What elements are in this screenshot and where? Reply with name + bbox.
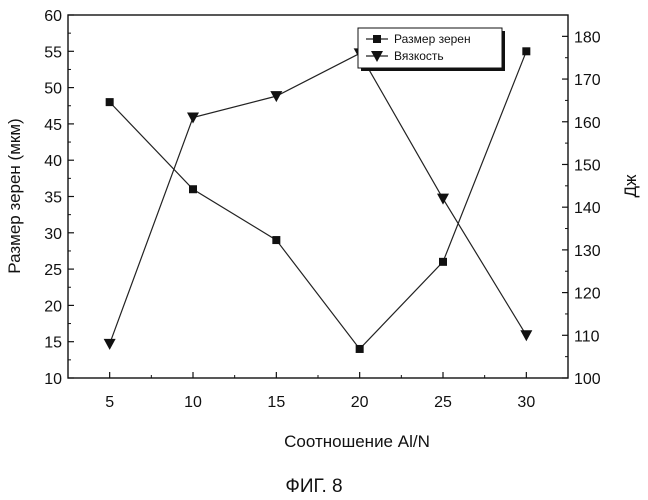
x-tick-labels: 5 10 15 20 25 30 bbox=[105, 394, 535, 411]
right-y-tick-labels: 100 110 120 130 140 150 160 170 180 bbox=[574, 29, 601, 388]
series-2-line bbox=[109, 52, 527, 345]
x-tick-label: 10 bbox=[184, 394, 202, 411]
series-1-point bbox=[522, 47, 531, 56]
series-2-point bbox=[103, 338, 116, 350]
left-y-tick-label: 45 bbox=[44, 117, 62, 134]
legend-label: Вязкость bbox=[394, 49, 444, 63]
series-1-point bbox=[272, 236, 281, 245]
legend-label: Размер зерен bbox=[394, 32, 471, 46]
left-y-tick-label: 25 bbox=[44, 262, 62, 279]
right-y-tick-label: 140 bbox=[574, 200, 601, 217]
right-y-tick-label: 120 bbox=[574, 286, 601, 303]
right-y-axis-title: Дж bbox=[621, 174, 640, 198]
left-y-tick-label: 15 bbox=[44, 335, 62, 352]
series-2-point bbox=[270, 91, 283, 103]
series-layer bbox=[103, 47, 533, 353]
right-y-tick-label: 100 bbox=[574, 371, 601, 388]
series-1-point bbox=[189, 185, 197, 194]
series-1-point bbox=[439, 257, 447, 266]
figure-caption: ФИГ. 8 bbox=[285, 476, 342, 497]
left-y-tick-label: 55 bbox=[44, 44, 62, 61]
legend-marker bbox=[371, 51, 383, 62]
series-1-line bbox=[109, 51, 527, 350]
right-y-tick-label: 160 bbox=[574, 115, 601, 132]
right-y-tick-label: 170 bbox=[574, 72, 601, 89]
series-2-point bbox=[437, 193, 449, 205]
x-axis-title: Соотношение Al/N bbox=[284, 432, 430, 451]
left-y-axis-title: Размер зерен (мкм) bbox=[5, 118, 24, 273]
legend-box bbox=[357, 27, 503, 69]
right-y-tick-label: 130 bbox=[574, 243, 601, 260]
left-y-tick-label: 50 bbox=[44, 81, 62, 98]
legend-marker bbox=[373, 35, 381, 43]
series-2-point bbox=[187, 112, 199, 124]
x-tick-label: 15 bbox=[267, 394, 285, 411]
series-1-point bbox=[105, 98, 114, 107]
series-1-point bbox=[355, 344, 364, 353]
left-y-tick-label: 10 bbox=[44, 371, 62, 388]
right-y-tick-label: 150 bbox=[574, 157, 601, 174]
legend: Размер зерен Вязкость bbox=[357, 27, 505, 71]
left-y-tick-label: 40 bbox=[44, 153, 62, 170]
x-tick-label: 30 bbox=[517, 394, 535, 411]
x-tick-label: 5 bbox=[105, 394, 114, 411]
left-y-tick-label: 20 bbox=[44, 298, 62, 315]
axis-ticks bbox=[68, 14, 568, 379]
left-y-tick-labels: 10 15 20 25 30 35 40 45 50 55 60 bbox=[44, 8, 62, 388]
left-y-tick-label: 35 bbox=[44, 190, 62, 207]
series-2-point bbox=[520, 330, 533, 342]
right-y-tick-label: 180 bbox=[574, 29, 601, 46]
right-y-tick-label: 110 bbox=[574, 328, 600, 345]
x-tick-label: 20 bbox=[351, 394, 369, 411]
left-y-tick-label: 30 bbox=[44, 226, 62, 243]
left-y-tick-label: 60 bbox=[44, 8, 62, 25]
x-tick-label: 25 bbox=[434, 394, 452, 411]
